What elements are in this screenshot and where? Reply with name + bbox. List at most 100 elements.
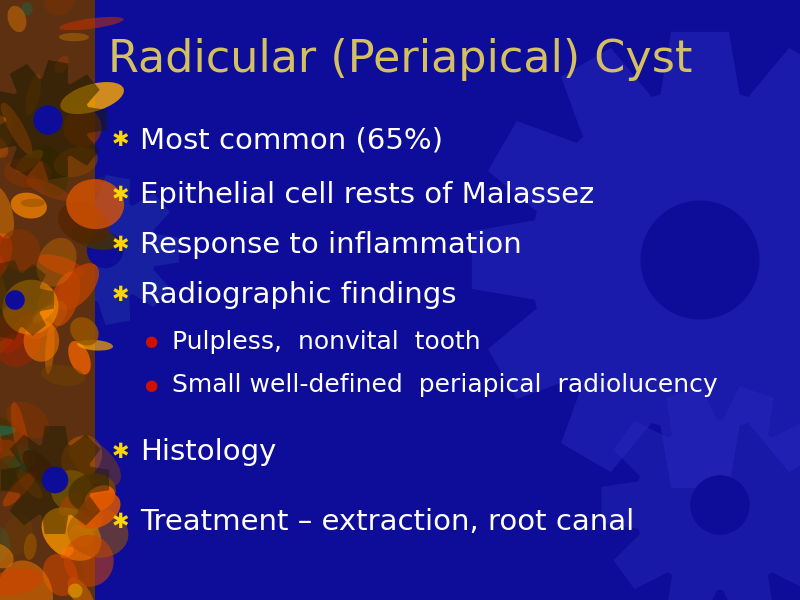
Ellipse shape [0,415,22,440]
Ellipse shape [77,493,121,529]
Ellipse shape [0,425,17,437]
Ellipse shape [24,533,37,560]
Ellipse shape [70,317,98,346]
Ellipse shape [42,554,78,596]
Ellipse shape [45,0,75,15]
Ellipse shape [61,435,102,479]
Text: Epithelial cell rests of Malassez: Epithelial cell rests of Malassez [140,181,594,209]
Text: Most common (65%): Most common (65%) [140,126,443,154]
Polygon shape [602,386,800,600]
Ellipse shape [51,470,92,511]
Circle shape [641,200,759,319]
Circle shape [34,105,62,134]
Ellipse shape [77,340,113,350]
Ellipse shape [10,193,47,218]
Text: ✱: ✱ [112,185,130,205]
Text: ✱: ✱ [112,130,130,150]
Text: ✱: ✱ [112,442,130,462]
Circle shape [42,467,68,493]
Ellipse shape [21,199,45,207]
Ellipse shape [76,560,85,578]
Ellipse shape [0,524,10,565]
Ellipse shape [4,157,51,188]
Ellipse shape [2,311,38,353]
Ellipse shape [1,514,33,557]
Ellipse shape [24,148,53,190]
Ellipse shape [66,179,124,229]
Text: Radicular (Periapical) Cyst: Radicular (Periapical) Cyst [108,38,693,81]
Ellipse shape [64,535,114,587]
Polygon shape [472,32,800,488]
Ellipse shape [26,74,41,115]
Ellipse shape [92,177,106,193]
Ellipse shape [7,6,26,32]
Ellipse shape [2,280,58,334]
Ellipse shape [33,305,55,323]
Ellipse shape [16,469,42,499]
Text: Histology: Histology [140,438,276,466]
Ellipse shape [68,577,94,600]
Text: Treatment – extraction, root canal: Treatment – extraction, root canal [140,508,634,536]
Circle shape [6,290,25,310]
Ellipse shape [68,341,90,374]
Ellipse shape [6,401,49,438]
Text: ✱: ✱ [112,512,130,532]
Text: Radiographic findings: Radiographic findings [140,281,457,309]
Ellipse shape [0,259,7,310]
Ellipse shape [56,263,99,310]
Ellipse shape [0,560,53,600]
Ellipse shape [41,365,85,386]
Text: ●: ● [144,377,158,392]
Ellipse shape [0,388,3,453]
Bar [0,0,95,600]
Ellipse shape [37,287,58,328]
Ellipse shape [0,455,20,496]
Ellipse shape [59,491,83,516]
Ellipse shape [22,2,33,16]
Ellipse shape [60,82,124,114]
Ellipse shape [69,524,94,547]
Ellipse shape [63,109,102,148]
Ellipse shape [16,150,43,173]
Ellipse shape [0,185,14,239]
Ellipse shape [0,229,40,271]
Ellipse shape [68,437,121,487]
Polygon shape [1,426,109,534]
Ellipse shape [3,445,35,470]
Text: Pulpless,  nonvital  tooth: Pulpless, nonvital tooth [172,330,481,354]
Ellipse shape [67,508,128,558]
Ellipse shape [59,33,89,41]
Ellipse shape [0,233,13,284]
Text: ✱: ✱ [112,235,130,255]
Ellipse shape [25,301,67,339]
Text: Response to inflammation: Response to inflammation [140,231,522,259]
Ellipse shape [70,226,118,250]
Ellipse shape [0,334,14,362]
Ellipse shape [0,569,42,595]
Polygon shape [0,260,54,340]
Ellipse shape [54,147,98,177]
Ellipse shape [45,324,54,374]
Ellipse shape [59,17,123,30]
Text: ●: ● [144,335,158,349]
Ellipse shape [10,402,29,466]
Ellipse shape [3,472,36,506]
Ellipse shape [37,238,77,287]
Ellipse shape [22,450,56,485]
Ellipse shape [0,308,42,367]
Circle shape [86,232,123,268]
Ellipse shape [50,272,80,326]
Text: ✱: ✱ [112,285,130,305]
Ellipse shape [60,547,74,559]
Ellipse shape [0,133,9,158]
Ellipse shape [42,508,102,561]
Ellipse shape [85,485,115,512]
Ellipse shape [0,542,14,568]
Polygon shape [31,175,179,325]
Ellipse shape [0,440,18,462]
Ellipse shape [1,103,33,155]
Text: Small well-defined  periapical  radiolucency: Small well-defined periapical radiolucen… [172,373,718,397]
Ellipse shape [24,320,59,362]
Ellipse shape [68,473,116,512]
Ellipse shape [58,202,110,244]
